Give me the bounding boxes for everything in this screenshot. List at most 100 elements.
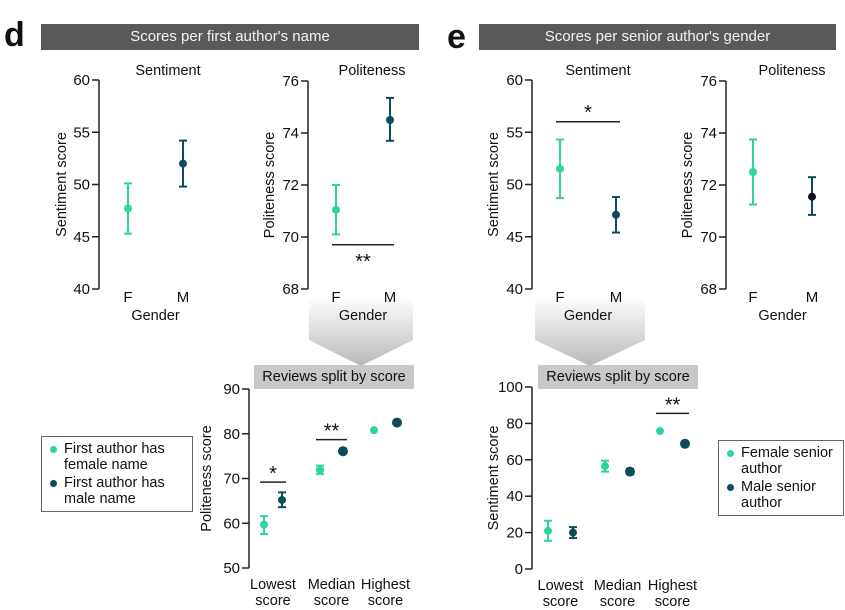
legend-label-male: Male senior author bbox=[741, 479, 816, 511]
x-tick-label: F bbox=[123, 289, 132, 306]
y-axis-label: Sentiment score bbox=[54, 132, 70, 237]
subbanner-e: Reviews split by score bbox=[538, 365, 698, 389]
y-tick-label: 20 bbox=[506, 525, 523, 542]
data-point bbox=[179, 159, 187, 168]
banner-d: Scores per first author's name bbox=[41, 24, 419, 50]
data-point bbox=[544, 526, 552, 535]
y-tick-label: 60 bbox=[73, 72, 90, 89]
significance-label: ** bbox=[355, 251, 371, 273]
x-tick-label: F bbox=[555, 289, 564, 306]
legend-item-male: First author has male name bbox=[50, 475, 184, 507]
y-tick-label: 74 bbox=[282, 125, 299, 142]
male-marker-icon bbox=[727, 484, 734, 491]
panel-letter-d: d bbox=[4, 16, 25, 54]
subbanner-d: Reviews split by score bbox=[254, 365, 414, 389]
legend-item-male: Male senior author bbox=[727, 479, 835, 511]
significance-label: * bbox=[269, 463, 277, 485]
x-tick-label: Lowest bbox=[250, 577, 296, 593]
y-tick-label: 76 bbox=[282, 73, 299, 90]
y-axis-label: Sentiment score bbox=[486, 426, 502, 531]
x-tick-label: M bbox=[806, 289, 819, 306]
y-tick-label: 50 bbox=[506, 177, 523, 194]
y-tick-label: 68 bbox=[282, 281, 299, 298]
y-tick-label: 68 bbox=[700, 281, 717, 298]
x-tick-label: M bbox=[177, 289, 190, 306]
data-point bbox=[338, 446, 348, 457]
y-tick-label: 45 bbox=[73, 229, 90, 246]
chart-title: Politeness bbox=[759, 63, 826, 79]
y-axis-label: Politeness score bbox=[262, 132, 278, 238]
data-point bbox=[260, 520, 268, 529]
x-tick-label: score bbox=[600, 594, 635, 610]
data-point bbox=[332, 205, 340, 214]
x-tick-label: F bbox=[748, 289, 757, 306]
x-axis-label: Gender bbox=[564, 308, 613, 324]
x-tick-label: Lowest bbox=[538, 578, 584, 594]
data-point bbox=[370, 426, 378, 435]
y-tick-label: 70 bbox=[700, 229, 717, 246]
female-marker-icon bbox=[727, 450, 734, 457]
x-tick-label: M bbox=[610, 289, 623, 306]
y-tick-label: 50 bbox=[223, 560, 240, 577]
arrow-e bbox=[535, 297, 645, 366]
y-tick-label: 40 bbox=[73, 281, 90, 298]
data-point bbox=[569, 528, 577, 537]
legend-label-male: First author has male name bbox=[64, 475, 165, 507]
y-tick-label: 100 bbox=[498, 379, 523, 396]
data-point bbox=[386, 116, 394, 124]
y-axis-label: Sentiment score bbox=[486, 132, 502, 237]
y-tick-label: 74 bbox=[700, 125, 717, 142]
y-axis-label: Politeness score bbox=[680, 132, 696, 238]
legend-item-female: Female senior author bbox=[727, 445, 835, 477]
x-tick-label: score bbox=[314, 593, 349, 609]
male-marker-icon bbox=[50, 480, 57, 487]
y-tick-label: 40 bbox=[506, 281, 523, 298]
chart-title: Sentiment bbox=[565, 63, 630, 79]
y-tick-label: 50 bbox=[73, 177, 90, 194]
data-point bbox=[656, 427, 664, 436]
female-marker-icon bbox=[50, 446, 57, 453]
y-tick-label: 90 bbox=[223, 381, 240, 398]
legend-d: First author has female name First autho… bbox=[41, 436, 193, 512]
x-tick-label: score bbox=[255, 593, 290, 609]
legend-label-female: Female senior author bbox=[741, 445, 833, 477]
y-tick-label: 60 bbox=[223, 515, 240, 532]
y-tick-label: 76 bbox=[700, 73, 717, 90]
y-tick-label: 72 bbox=[282, 177, 299, 194]
y-tick-label: 60 bbox=[506, 452, 523, 469]
x-axis-label: Gender bbox=[339, 308, 388, 324]
x-tick-label: Median bbox=[308, 577, 356, 593]
legend-label-female: First author has female name bbox=[64, 441, 165, 473]
chart-title: Sentiment bbox=[135, 63, 200, 79]
y-tick-label: 40 bbox=[506, 488, 523, 505]
data-point bbox=[556, 164, 564, 173]
y-tick-label: 0 bbox=[515, 561, 523, 578]
y-tick-label: 72 bbox=[700, 177, 717, 194]
data-point bbox=[278, 495, 286, 504]
x-tick-label: score bbox=[368, 593, 403, 609]
data-point bbox=[601, 462, 609, 471]
y-tick-label: 55 bbox=[506, 124, 523, 141]
x-tick-label: F bbox=[331, 289, 340, 306]
data-point bbox=[612, 210, 620, 219]
significance-label: ** bbox=[324, 421, 340, 443]
y-tick-label: 55 bbox=[73, 124, 90, 141]
data-point bbox=[625, 466, 635, 477]
panel-letter-e: e bbox=[447, 18, 466, 56]
arrow-d bbox=[309, 297, 413, 366]
y-tick-label: 70 bbox=[223, 471, 240, 488]
y-tick-label: 70 bbox=[282, 229, 299, 246]
y-tick-label: 60 bbox=[506, 72, 523, 89]
data-point bbox=[316, 465, 324, 474]
banner-e: Scores per senior author's gender bbox=[479, 24, 836, 50]
significance-label: ** bbox=[665, 394, 681, 416]
x-tick-label: score bbox=[655, 594, 690, 610]
y-axis-label: Politeness score bbox=[199, 425, 215, 531]
legend-item-female: First author has female name bbox=[50, 441, 184, 473]
y-tick-label: 80 bbox=[223, 426, 240, 443]
significance-label: * bbox=[584, 102, 592, 124]
x-axis-label: Gender bbox=[758, 308, 807, 324]
data-point bbox=[808, 192, 816, 201]
legend-e: Female senior author Male senior author bbox=[718, 440, 844, 516]
